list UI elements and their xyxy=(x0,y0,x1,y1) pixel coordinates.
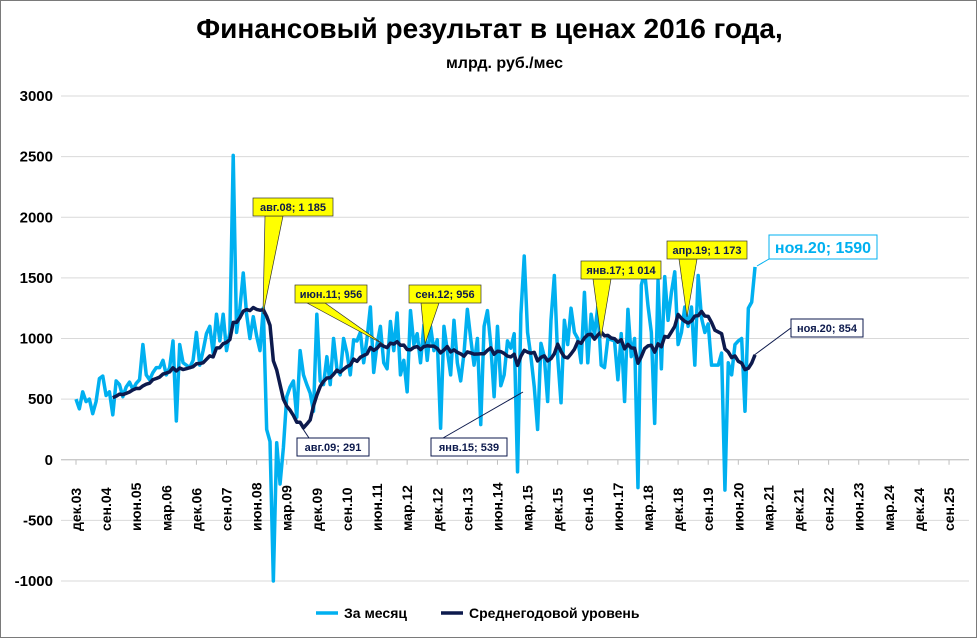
legend-label: За месяц xyxy=(344,605,407,621)
x-tick-label: мар.18 xyxy=(640,485,656,531)
x-tick-label: июн.05 xyxy=(128,482,144,531)
x-tick-label: дек.21 xyxy=(791,488,807,531)
annotation-label: июн.11; 956 xyxy=(300,289,363,301)
callout-leader xyxy=(442,391,524,439)
x-tick-label: июн.20 xyxy=(730,482,746,531)
x-tick-label: сен.13 xyxy=(459,487,475,531)
annotation-label: авг.09; 291 xyxy=(305,442,362,454)
x-tick-label: сен.22 xyxy=(821,487,837,531)
x-tick-label: мар.09 xyxy=(279,485,295,531)
x-tick-label: сен.25 xyxy=(941,487,957,531)
x-tick-label: дек.03 xyxy=(68,488,84,531)
y-tick-label: 3000 xyxy=(20,88,53,105)
callout-leader xyxy=(756,258,770,267)
callout-box xyxy=(408,284,482,304)
y-tick-label: 0 xyxy=(45,452,53,469)
annotation-label: ноя.20; 1590 xyxy=(775,240,871,257)
x-tick-label: мар.15 xyxy=(520,485,536,531)
callout-box xyxy=(666,240,748,260)
x-tick-label: сен.10 xyxy=(339,487,355,531)
callout-box xyxy=(252,197,334,217)
y-tick-label: 2500 xyxy=(20,149,53,166)
x-tick-label: дек.06 xyxy=(188,488,204,531)
y-tick-label: -500 xyxy=(23,512,53,529)
annotation-label: апр.19; 1 173 xyxy=(672,245,741,257)
x-tick-label: июн.08 xyxy=(249,482,265,531)
x-tick-label: дек.09 xyxy=(309,488,325,531)
x-tick-label: июн.11 xyxy=(369,483,385,531)
x-tick-label: июн.17 xyxy=(610,482,626,531)
callout-pointer xyxy=(678,258,698,318)
x-tick-label: дек.18 xyxy=(670,488,686,531)
x-tick-label: июн.23 xyxy=(851,482,867,531)
callout-box xyxy=(790,318,864,338)
annotation-label: авг.08; 1 185 xyxy=(260,202,326,214)
x-tick-label: сен.19 xyxy=(700,487,716,531)
y-tick-label: 500 xyxy=(28,391,53,408)
annotation-label: сен.12; 956 xyxy=(415,289,474,301)
callout-pointer xyxy=(262,215,284,315)
chart-subtitle: млрд. руб./мес xyxy=(445,55,564,72)
x-tick-label: сен.07 xyxy=(219,487,235,531)
callout-box xyxy=(294,284,368,304)
legend-label: Среднегодовой уровень xyxy=(469,605,640,621)
callout-box xyxy=(768,234,878,260)
y-tick-label: -1000 xyxy=(15,573,53,590)
y-tick-label: 1500 xyxy=(20,270,53,287)
x-tick-label: мар.24 xyxy=(881,485,897,531)
callout-box xyxy=(430,437,508,457)
callout-leader xyxy=(284,401,310,439)
x-tick-label: дек.15 xyxy=(550,488,566,531)
x-tick-label: мар.06 xyxy=(158,485,174,531)
x-tick-label: дек.24 xyxy=(911,488,927,531)
x-tick-label: июн.14 xyxy=(489,482,505,531)
x-tick-label: сен.16 xyxy=(580,487,596,531)
x-tick-label: дек.12 xyxy=(429,488,445,531)
series-annual-average-line xyxy=(112,305,757,430)
annotation-label: янв.17; 1 014 xyxy=(586,265,656,277)
annotation-label: янв.15; 539 xyxy=(439,442,499,454)
chart-title: Финансовый результат в ценах 2016 года, xyxy=(196,13,783,44)
y-tick-label: 1000 xyxy=(20,331,53,348)
annotation-label: ноя.20; 854 xyxy=(797,323,858,335)
x-tick-label: мар.12 xyxy=(399,485,415,531)
y-tick-label: 2000 xyxy=(20,209,53,226)
callout-box xyxy=(580,260,662,280)
x-tick-label: сен.04 xyxy=(98,487,114,531)
x-tick-label: мар.21 xyxy=(760,485,776,531)
callout-box xyxy=(296,437,370,457)
